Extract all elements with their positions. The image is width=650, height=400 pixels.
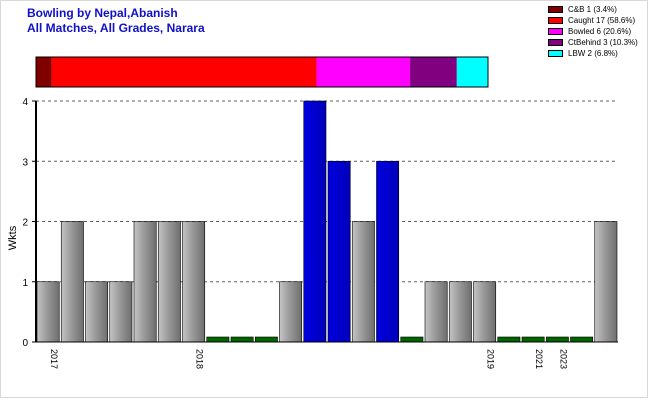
bar	[400, 336, 424, 343]
bar	[448, 281, 472, 343]
x-tick-label: 2017	[49, 349, 59, 369]
y-tick-label: 4	[22, 97, 28, 108]
dismissal-segment	[316, 57, 411, 87]
legend-swatch	[548, 17, 563, 24]
bar	[157, 221, 181, 343]
bar	[473, 281, 497, 343]
bar	[545, 336, 569, 343]
y-tick-label: 2	[22, 218, 28, 229]
bar	[182, 221, 206, 343]
chart-subtitle: All Matches, All Grades, Narara	[27, 21, 205, 35]
x-tick-label: 2023	[558, 349, 568, 369]
x-tick-label: 2021	[534, 349, 544, 369]
bar	[109, 281, 133, 343]
y-axis-label: Wkts	[7, 225, 19, 250]
bar	[424, 281, 448, 343]
y-tick-label: 0	[22, 338, 28, 349]
legend-label: Caught 17 (58.6%)	[568, 16, 636, 25]
legend-label: LBW 2 (6.8%)	[568, 49, 618, 58]
bar	[497, 336, 521, 343]
bar	[327, 160, 351, 343]
dismissal-segment	[51, 57, 317, 87]
bar	[230, 336, 254, 343]
bar	[254, 336, 278, 343]
bar	[36, 281, 60, 343]
legend-label: C&B 1 (3.4%)	[568, 5, 617, 14]
bar	[570, 336, 594, 343]
bar	[133, 221, 157, 343]
legend-label: Bowled 6 (20.6%)	[568, 27, 632, 36]
y-tick-label: 1	[22, 278, 28, 289]
dismissal-segment	[36, 57, 52, 87]
dismissal-segment	[456, 57, 488, 87]
bar	[60, 221, 84, 343]
bar	[594, 221, 618, 343]
chart-title: Bowling by Nepal,Abanish	[27, 6, 178, 20]
x-tick-label: 2018	[195, 349, 205, 369]
bar	[521, 336, 545, 343]
dismissal-segment	[410, 57, 457, 87]
bar	[351, 221, 375, 343]
dismissal-bar-outline	[35, 56, 489, 88]
y-tick-label: 3	[22, 157, 28, 168]
dismissal-stacked-bar	[35, 56, 489, 88]
legend-swatch	[548, 39, 563, 46]
legend-label: CtBehind 3 (10.3%)	[568, 38, 638, 47]
x-tick-label: 2019	[486, 349, 496, 369]
axes: 2017 2018 2019 2021 2023	[35, 101, 618, 369]
legend-swatch	[548, 6, 563, 13]
bar	[303, 100, 327, 343]
bar	[376, 160, 400, 343]
bar	[279, 281, 303, 343]
legend-swatch	[548, 28, 563, 35]
bar	[85, 281, 109, 343]
bar	[206, 336, 230, 343]
legend-swatch	[548, 50, 563, 57]
bars	[36, 100, 618, 343]
